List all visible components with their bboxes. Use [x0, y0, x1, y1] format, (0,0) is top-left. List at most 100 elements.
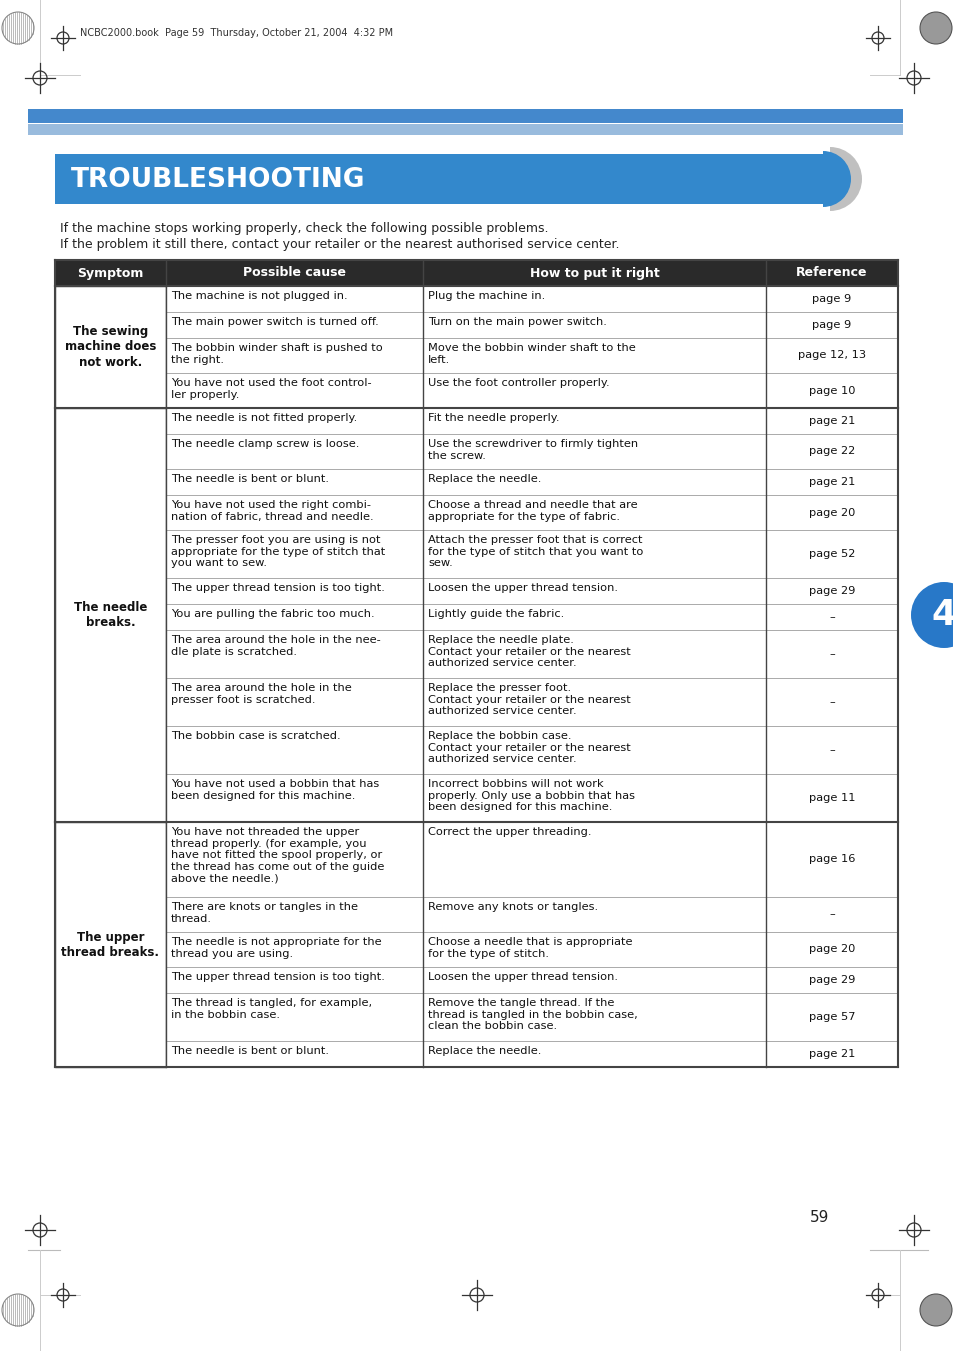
Text: The upper thread tension is too tight.: The upper thread tension is too tight.: [171, 584, 384, 593]
Text: You have not used the right combi-
nation of fabric, thread and needle.: You have not used the right combi- natio…: [171, 500, 374, 521]
Text: page 52: page 52: [808, 549, 854, 559]
Bar: [422, 434, 765, 469]
Bar: [422, 338, 765, 373]
Text: The area around the hole in the nee-
dle plate is scratched.: The area around the hole in the nee- dle…: [171, 635, 380, 657]
Bar: [55, 286, 166, 408]
Text: If the machine stops working properly, check the following possible problems.: If the machine stops working properly, c…: [60, 222, 548, 235]
Bar: [422, 494, 765, 530]
Text: The machine is not plugged in.: The machine is not plugged in.: [171, 290, 347, 301]
Bar: [166, 338, 422, 373]
Text: Remove the tangle thread. If the
thread is tangled in the bobbin case,
clean the: Remove the tangle thread. If the thread …: [428, 998, 638, 1031]
Text: You have not threaded the upper
thread properly. (for example, you
have not fitt: You have not threaded the upper thread p…: [171, 827, 384, 884]
Text: Replace the presser foot.
Contact your retailer or the nearest
authorized servic: Replace the presser foot. Contact your r…: [428, 684, 630, 716]
Bar: [422, 967, 765, 993]
Text: NCBC2000.book  Page 59  Thursday, October 21, 2004  4:32 PM: NCBC2000.book Page 59 Thursday, October …: [80, 28, 393, 38]
Text: Replace the needle.: Replace the needle.: [428, 474, 540, 484]
Bar: [166, 604, 422, 630]
Text: The main power switch is turned off.: The main power switch is turned off.: [171, 317, 378, 327]
Text: page 57: page 57: [808, 1012, 854, 1021]
Text: –: –: [828, 612, 834, 621]
Text: Use the screwdriver to firmly tighten
the screw.: Use the screwdriver to firmly tighten th…: [428, 439, 638, 461]
Text: Plug the machine in.: Plug the machine in.: [428, 290, 545, 301]
Bar: [166, 821, 422, 897]
Bar: [765, 932, 897, 967]
Circle shape: [910, 582, 953, 648]
Bar: [166, 494, 422, 530]
Bar: [28, 109, 902, 123]
Bar: [422, 604, 765, 630]
Text: The presser foot you are using is not
appropriate for the type of stitch that
yo: The presser foot you are using is not ap…: [171, 535, 385, 569]
Bar: [166, 993, 422, 1042]
Bar: [166, 725, 422, 774]
Text: page 16: page 16: [808, 854, 854, 865]
Text: –: –: [828, 697, 834, 707]
Bar: [422, 530, 765, 578]
Text: Attach the presser foot that is correct
for the type of stitch that you want to
: Attach the presser foot that is correct …: [428, 535, 642, 569]
Bar: [422, 897, 765, 932]
Bar: [422, 725, 765, 774]
Bar: [765, 494, 897, 530]
Text: –: –: [828, 909, 834, 920]
Text: The needle
breaks.: The needle breaks.: [73, 601, 147, 630]
Bar: [765, 434, 897, 469]
Text: Lightly guide the fabric.: Lightly guide the fabric.: [428, 609, 563, 619]
Bar: [166, 630, 422, 678]
Bar: [422, 286, 765, 312]
Bar: [422, 993, 765, 1042]
Text: Replace the needle plate.
Contact your retailer or the nearest
authorized servic: Replace the needle plate. Contact your r…: [428, 635, 630, 669]
Text: Choose a thread and needle that are
appropriate for the type of fabric.: Choose a thread and needle that are appr…: [428, 500, 637, 521]
Bar: [166, 1042, 422, 1067]
Text: Use the foot controller properly.: Use the foot controller properly.: [428, 378, 609, 388]
Text: Replace the bobbin case.
Contact your retailer or the nearest
authorized service: Replace the bobbin case. Contact your re…: [428, 731, 630, 765]
Text: The needle clamp screw is loose.: The needle clamp screw is loose.: [171, 439, 359, 449]
Bar: [765, 286, 897, 312]
Bar: [166, 434, 422, 469]
Bar: [422, 1042, 765, 1067]
Text: Replace the needle.: Replace the needle.: [428, 1046, 540, 1056]
Text: 59: 59: [809, 1210, 828, 1225]
Text: page 21: page 21: [808, 477, 854, 486]
Bar: [422, 312, 765, 338]
Text: How to put it right: How to put it right: [529, 266, 659, 280]
Bar: [765, 967, 897, 993]
Text: Fit the needle properly.: Fit the needle properly.: [428, 413, 558, 423]
Text: Symptom: Symptom: [77, 266, 144, 280]
Text: You have not used the foot control-
ler properly.: You have not used the foot control- ler …: [171, 378, 372, 400]
Bar: [166, 932, 422, 967]
Text: Loosen the upper thread tension.: Loosen the upper thread tension.: [428, 584, 618, 593]
Bar: [422, 578, 765, 604]
Bar: [166, 678, 422, 725]
Text: page 10: page 10: [808, 385, 854, 396]
Bar: [765, 530, 897, 578]
Bar: [422, 821, 765, 897]
Text: The needle is bent or blunt.: The needle is bent or blunt.: [171, 474, 329, 484]
Bar: [765, 678, 897, 725]
Text: page 9: page 9: [812, 320, 851, 330]
Text: The needle is bent or blunt.: The needle is bent or blunt.: [171, 1046, 329, 1056]
Text: Loosen the upper thread tension.: Loosen the upper thread tension.: [428, 971, 618, 982]
Text: Incorrect bobbins will not work
properly. Only use a bobbin that has
been design: Incorrect bobbins will not work properly…: [428, 780, 635, 812]
Text: The needle is not fitted properly.: The needle is not fitted properly.: [171, 413, 356, 423]
Bar: [765, 338, 897, 373]
Bar: [765, 408, 897, 434]
Bar: [422, 408, 765, 434]
Text: 4: 4: [930, 598, 953, 632]
Text: There are knots or tangles in the
thread.: There are knots or tangles in the thread…: [171, 902, 357, 924]
Text: Move the bobbin winder shaft to the
left.: Move the bobbin winder shaft to the left…: [428, 343, 635, 365]
Bar: [765, 630, 897, 678]
Text: The sewing
machine does
not work.: The sewing machine does not work.: [65, 326, 156, 369]
Bar: [765, 897, 897, 932]
Bar: [422, 932, 765, 967]
Text: TROUBLESHOOTING: TROUBLESHOOTING: [71, 168, 365, 193]
Bar: [55, 408, 166, 821]
Bar: [765, 578, 897, 604]
Text: Choose a needle that is appropriate
for the type of stitch.: Choose a needle that is appropriate for …: [428, 938, 632, 959]
Bar: [422, 373, 765, 408]
Bar: [765, 469, 897, 494]
Bar: [765, 604, 897, 630]
Bar: [765, 774, 897, 821]
Text: The upper thread tension is too tight.: The upper thread tension is too tight.: [171, 971, 384, 982]
Text: –: –: [828, 648, 834, 659]
Bar: [422, 630, 765, 678]
Bar: [422, 469, 765, 494]
